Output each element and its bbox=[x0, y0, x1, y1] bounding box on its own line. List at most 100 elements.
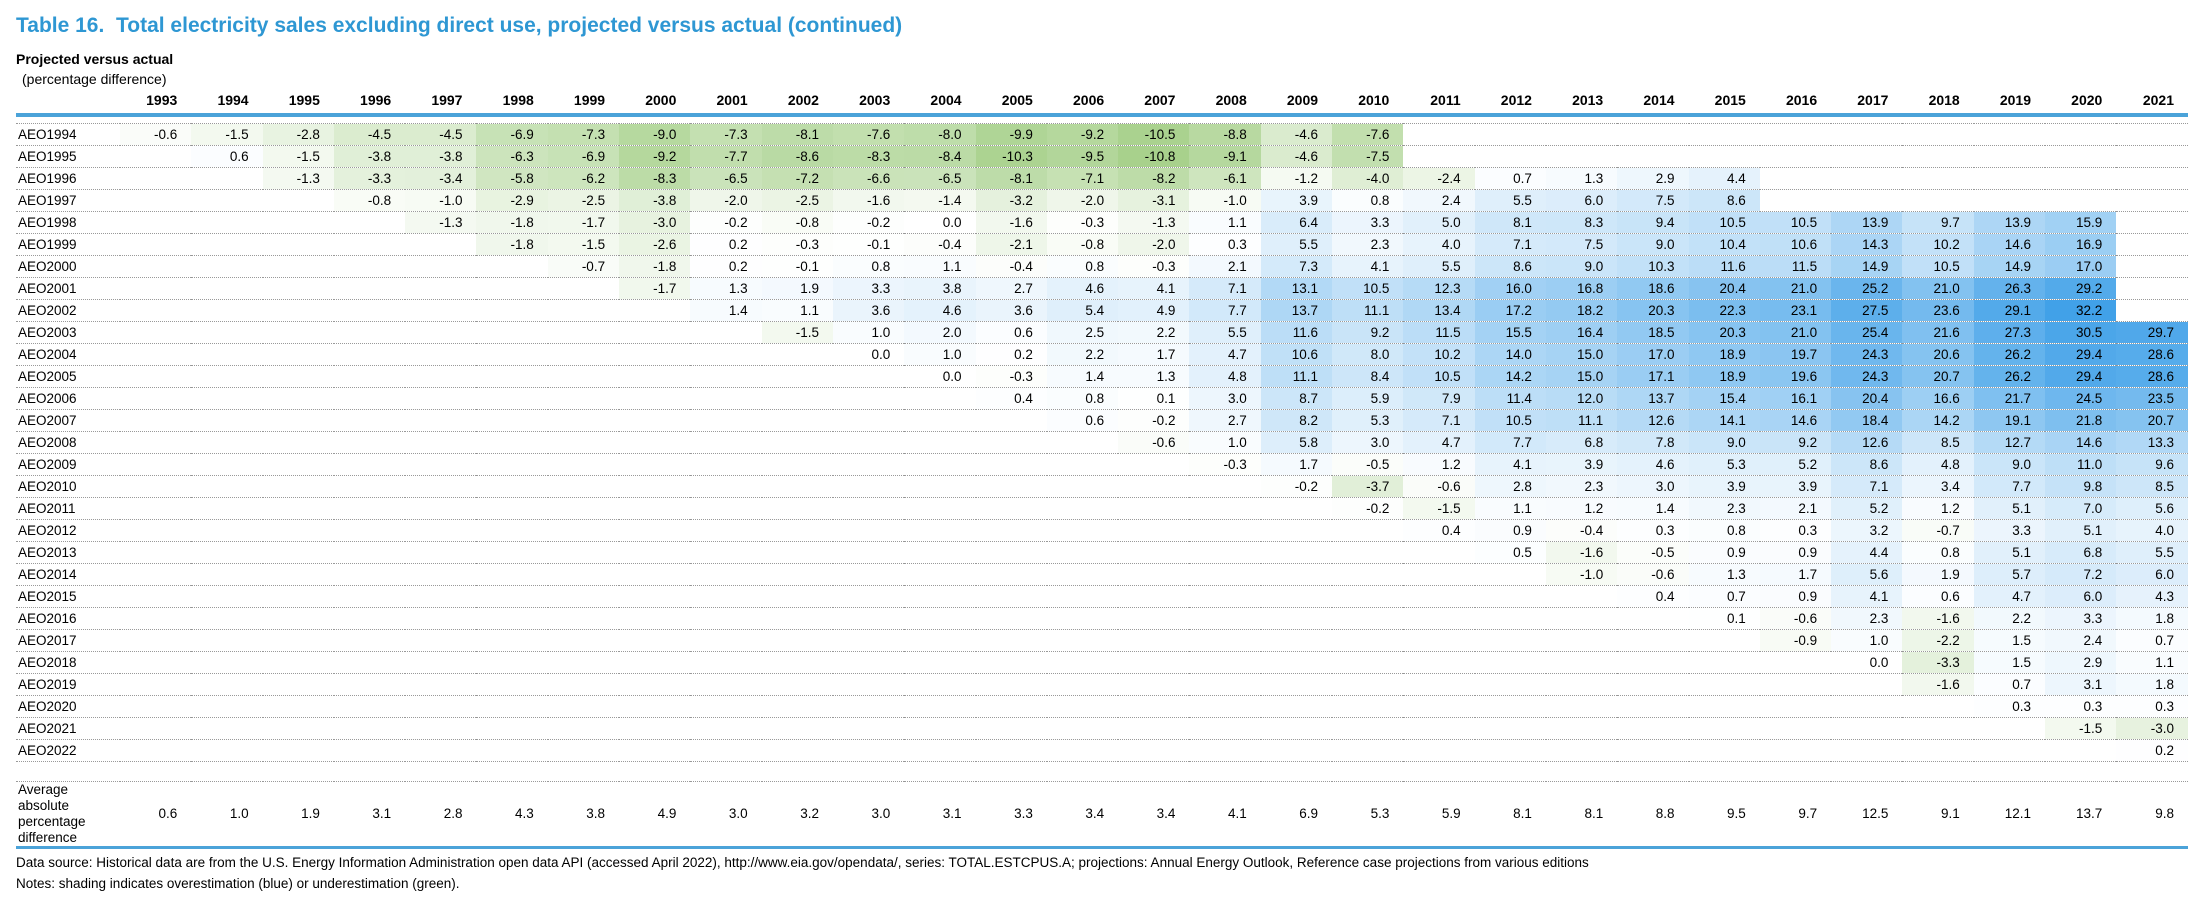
row-label: AEO2012 bbox=[16, 519, 120, 542]
value-cell: 11.1 bbox=[1260, 365, 1333, 388]
value-cell bbox=[761, 541, 833, 564]
value-cell bbox=[1260, 717, 1333, 740]
value-cell: 12.3 bbox=[1403, 277, 1475, 300]
value-cell: -9.2 bbox=[1046, 123, 1119, 146]
year-header: 2008 bbox=[1189, 88, 1261, 117]
value-cell: -0.6 bbox=[1617, 563, 1689, 586]
value-cell: 8.0 bbox=[1332, 343, 1404, 366]
table-row: AEO1997 -0.8 -1.0 -2.9 -2.5 -3.8 -2.0 -2.5 -1.6-… bbox=[16, 189, 2188, 212]
value-cell bbox=[1332, 717, 1404, 740]
value-cell bbox=[120, 387, 192, 410]
value-cell bbox=[333, 431, 406, 454]
value-cell bbox=[1759, 717, 1832, 740]
value-cell: -2.4 bbox=[1403, 167, 1475, 190]
value-cell bbox=[547, 453, 620, 476]
value-cell bbox=[1332, 563, 1404, 586]
value-cell: 1.7 bbox=[1260, 453, 1333, 476]
value-cell bbox=[405, 409, 477, 432]
value-cell: -7.7 bbox=[690, 145, 762, 168]
value-cell bbox=[120, 563, 192, 586]
value-cell bbox=[120, 519, 192, 542]
value-cell: 16.9 bbox=[2045, 233, 2117, 256]
value-cell: -0.3 bbox=[1189, 453, 1261, 476]
value-cell bbox=[690, 629, 762, 652]
value-cell bbox=[191, 717, 263, 740]
value-cell bbox=[120, 475, 192, 498]
value-cell: -0.4 bbox=[904, 233, 976, 256]
value-cell: 8.6 bbox=[1688, 189, 1760, 212]
value-cell: 24.5 bbox=[2045, 387, 2117, 410]
value-cell bbox=[1046, 431, 1119, 454]
value-cell bbox=[904, 673, 976, 696]
value-cell: -2.5 bbox=[547, 189, 620, 212]
value-cell bbox=[476, 299, 548, 322]
value-cell: 8.3 bbox=[1545, 211, 1618, 234]
value-cell bbox=[262, 563, 334, 586]
value-cell: 1.9 bbox=[761, 277, 833, 300]
year-header: 2015 bbox=[1688, 88, 1760, 117]
value-cell bbox=[1973, 167, 2046, 190]
value-cell: -0.5 bbox=[1617, 541, 1689, 564]
value-cell: 2.7 bbox=[1189, 409, 1261, 432]
value-cell bbox=[547, 651, 620, 674]
value-cell: -10.8 bbox=[1118, 145, 1190, 168]
value-cell bbox=[761, 431, 833, 454]
value-cell bbox=[191, 475, 263, 498]
value-cell: 17.2 bbox=[1474, 299, 1546, 322]
value-cell bbox=[619, 519, 691, 542]
value-cell: -6.5 bbox=[904, 167, 976, 190]
value-cell bbox=[1831, 145, 1903, 168]
value-cell bbox=[1474, 563, 1546, 586]
value-cell: 29.4 bbox=[2045, 343, 2117, 366]
value-cell bbox=[1545, 673, 1618, 696]
value-cell bbox=[1189, 695, 1261, 718]
value-cell bbox=[262, 541, 334, 564]
value-cell bbox=[1046, 453, 1119, 476]
value-cell bbox=[832, 585, 905, 608]
value-cell bbox=[832, 651, 905, 674]
value-cell bbox=[1545, 145, 1618, 168]
value-cell: 5.2 bbox=[1759, 453, 1832, 476]
value-cell bbox=[975, 563, 1047, 586]
value-cell: 2.9 bbox=[1617, 167, 1689, 190]
value-cell: -4.0 bbox=[1332, 167, 1404, 190]
value-cell: -1.3 bbox=[405, 211, 477, 234]
value-cell bbox=[120, 695, 192, 718]
value-cell: 5.6 bbox=[2116, 497, 2188, 520]
value-cell: -3.2 bbox=[975, 189, 1047, 212]
table-row: AEO2008 -0.6 1.0 5.8 3.0 4.7 7.7 6.8 7.8 9.0 9.2 12… bbox=[16, 431, 2188, 454]
average-value-cell: 8.1 bbox=[1545, 781, 1618, 849]
value-cell bbox=[1118, 563, 1190, 586]
value-cell bbox=[191, 453, 263, 476]
average-value-cell: 0.6 bbox=[120, 781, 192, 849]
value-cell bbox=[619, 299, 691, 322]
table-subtitle: Projected versus actual bbox=[16, 51, 174, 67]
average-value-cell: 3.1 bbox=[333, 781, 406, 849]
value-cell bbox=[191, 585, 263, 608]
value-cell bbox=[1403, 123, 1475, 146]
value-cell bbox=[547, 519, 620, 542]
value-cell bbox=[1046, 695, 1119, 718]
value-cell bbox=[1046, 475, 1119, 498]
value-cell: 1.0 bbox=[904, 343, 976, 366]
value-cell bbox=[1973, 739, 2046, 762]
value-cell: -0.7 bbox=[547, 255, 620, 278]
value-cell bbox=[1759, 695, 1832, 718]
value-cell bbox=[1545, 607, 1618, 630]
value-cell: 3.0 bbox=[1189, 387, 1261, 410]
table-row: AEO2019 -1.6 0.7 3.1 1.8 bbox=[16, 673, 2188, 696]
value-cell: 0.3 bbox=[1759, 519, 1832, 542]
value-cell bbox=[1046, 673, 1119, 696]
table-row: AEO2018 0.0 -3.3 1.5 2.9 1.1 bbox=[16, 651, 2188, 674]
value-cell bbox=[191, 167, 263, 190]
value-cell: -0.2 bbox=[690, 211, 762, 234]
value-cell bbox=[262, 607, 334, 630]
value-cell: 18.2 bbox=[1545, 299, 1618, 322]
value-cell bbox=[120, 629, 192, 652]
row-label: AEO2018 bbox=[16, 651, 120, 674]
value-cell: 15.4 bbox=[1688, 387, 1760, 410]
value-cell bbox=[405, 453, 477, 476]
value-cell bbox=[975, 497, 1047, 520]
value-cell: -4.6 bbox=[1260, 123, 1333, 146]
value-cell: -2.8 bbox=[262, 123, 334, 146]
